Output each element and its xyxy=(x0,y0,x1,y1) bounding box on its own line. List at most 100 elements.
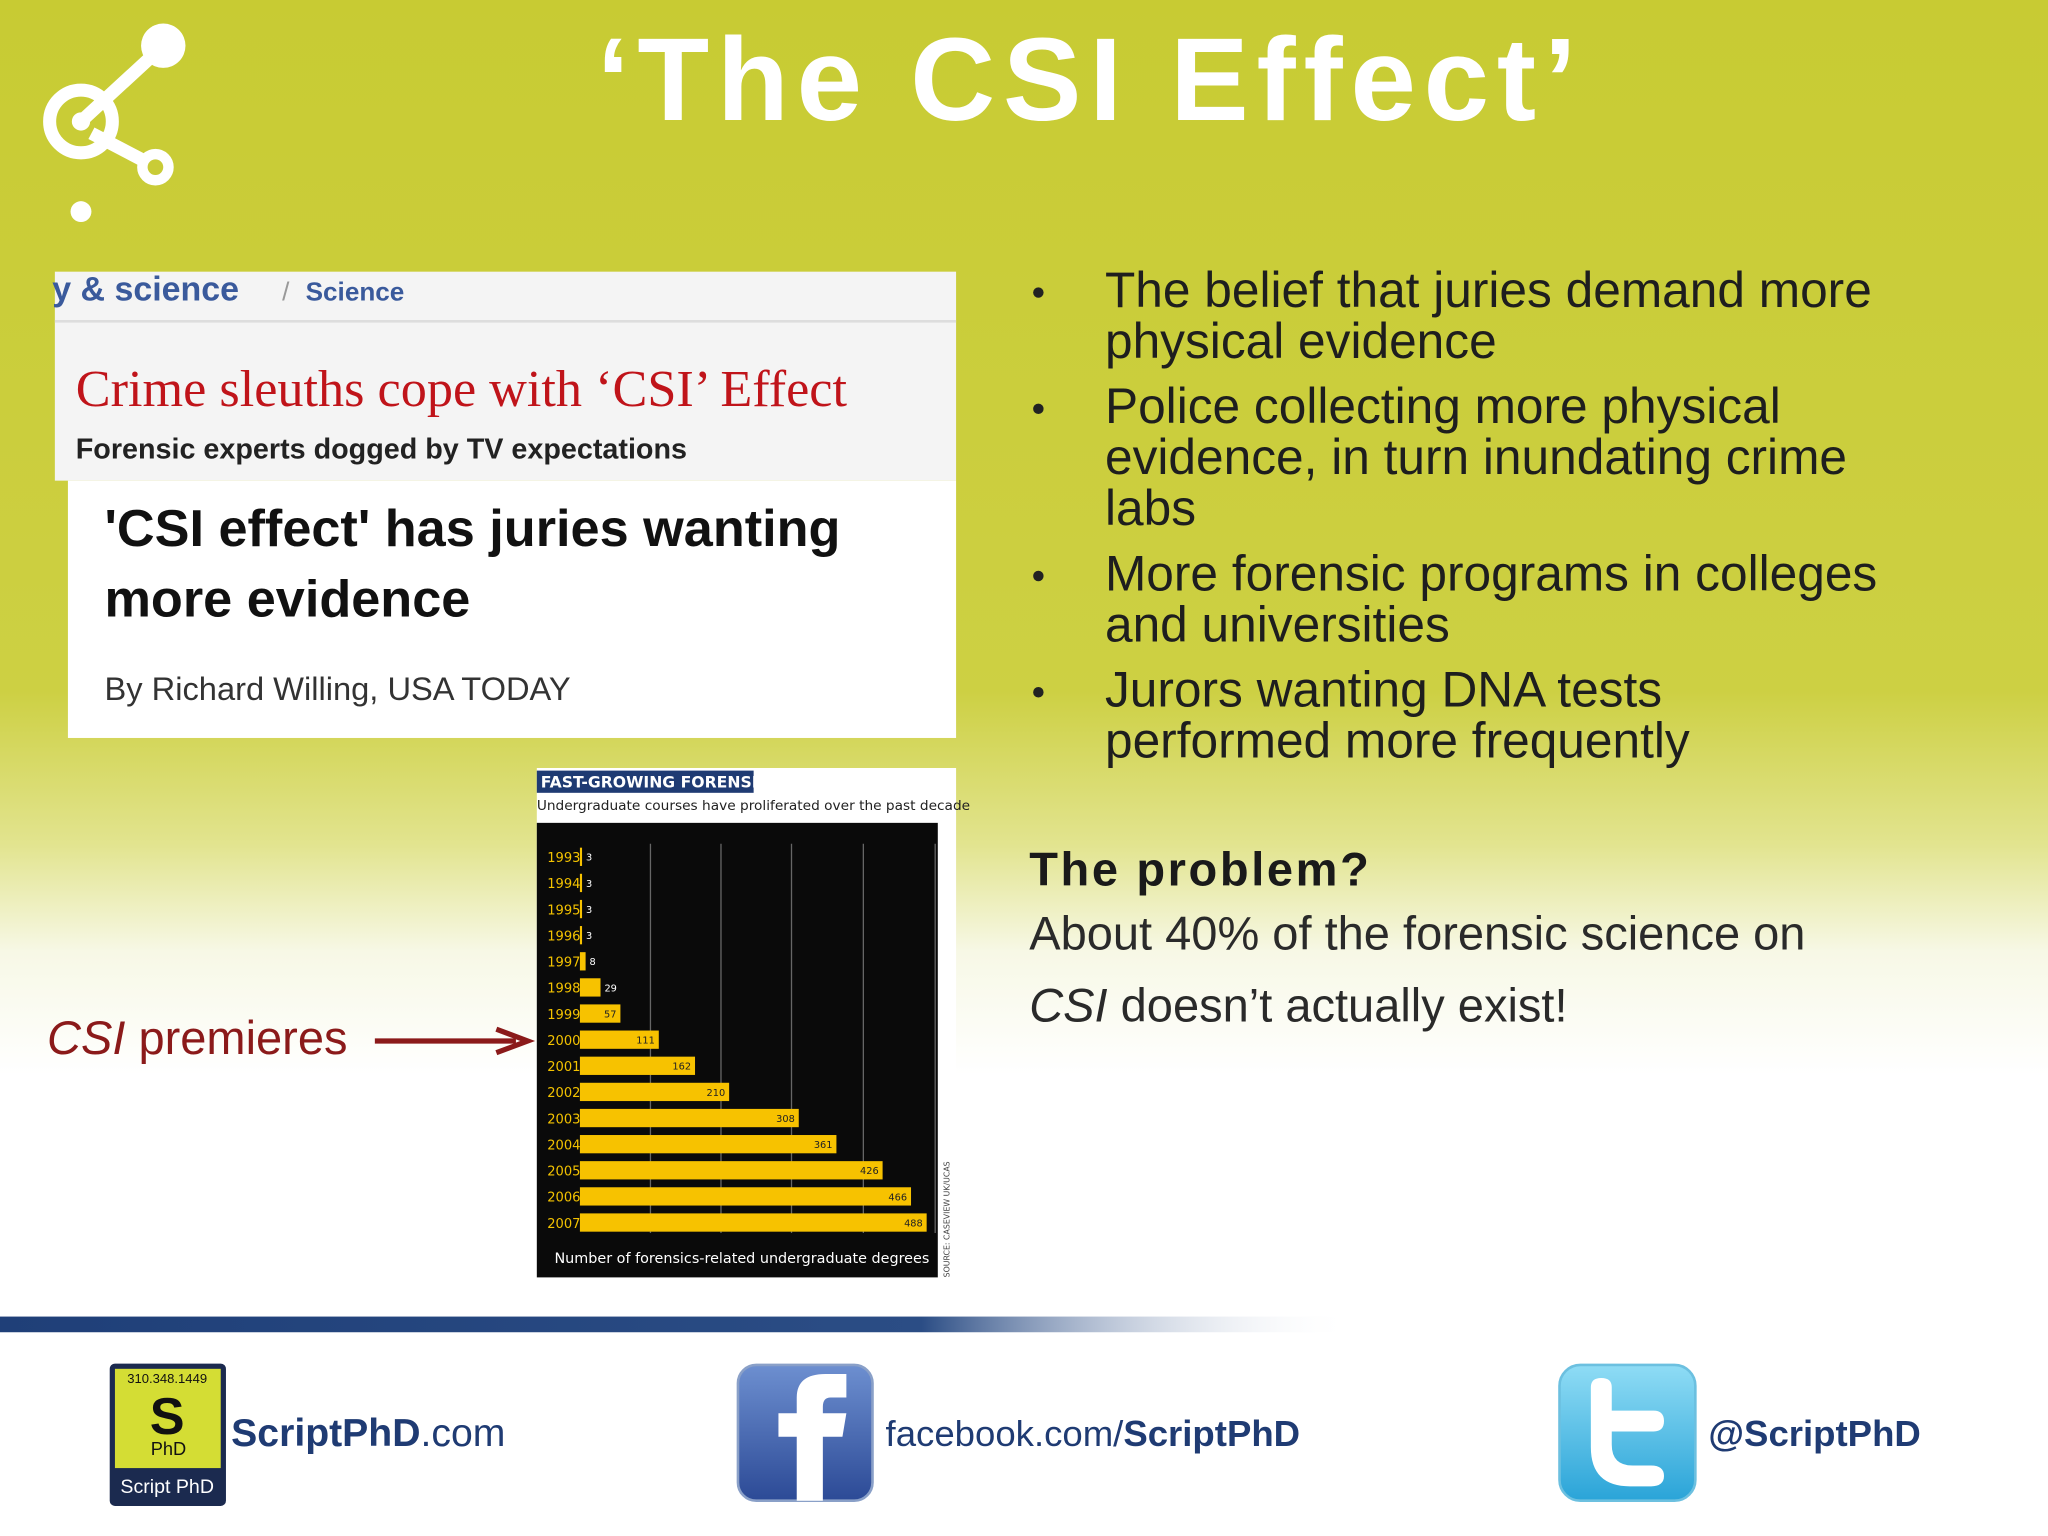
slide-title: ‘The CSI Effect’ xyxy=(597,14,1585,145)
chart-subtitle: Undergraduate courses have proliferated … xyxy=(537,798,970,814)
bar xyxy=(579,899,583,919)
x-axis-label: Number of forensics-related undergraduat… xyxy=(554,1251,929,1267)
y-tick-label: 2004 xyxy=(547,1138,580,1153)
scriptphd-logo: 310.348.1449 S PhD Script PhD xyxy=(109,1363,226,1506)
facebook-icon[interactable] xyxy=(736,1363,874,1503)
bar xyxy=(579,1213,927,1232)
facebook-rest[interactable]: facebook.com/ xyxy=(886,1413,1125,1454)
value-label: 488 xyxy=(904,1218,923,1229)
twitter-handle[interactable]: @ScriptPhD xyxy=(1708,1413,1920,1454)
problem-heading: The problem? xyxy=(1029,843,1371,896)
bullet-list: The belief that juries demand morephysic… xyxy=(1033,262,1877,769)
footer-bar xyxy=(0,1316,2048,1333)
byline: By Richard Willing, USA TODAY xyxy=(104,670,570,707)
value-label: 29 xyxy=(604,983,616,994)
website[interactable]: ScriptPhD.com xyxy=(231,1412,505,1455)
bullet-dot xyxy=(1033,403,1044,415)
bar xyxy=(579,1056,696,1075)
annotation-arrow xyxy=(374,1026,536,1056)
y-tick-label: 2003 xyxy=(547,1112,580,1127)
problem-italic: CSI xyxy=(1029,978,1107,1031)
bar xyxy=(579,1030,659,1049)
bar xyxy=(579,847,583,866)
y-tick-label: 2006 xyxy=(547,1191,580,1206)
logo-sub: PhD xyxy=(151,1438,187,1459)
annotation-italic: CSI xyxy=(47,1011,125,1064)
problem-text: CSI doesn’t actually exist! xyxy=(1029,978,1567,1031)
logo-icon xyxy=(43,23,186,223)
y-tick-label: 2002 xyxy=(547,1086,580,1101)
plot-area xyxy=(536,822,938,1278)
annotation-text: premieres xyxy=(125,1011,347,1064)
headline: Crime sleuths cope with ‘CSI’ Effect xyxy=(76,360,848,418)
annotation: CSI premieres xyxy=(47,1011,347,1064)
bullet-text: The belief that juries demand more xyxy=(1105,262,1872,318)
value-label: 162 xyxy=(672,1062,691,1073)
bar xyxy=(579,1187,912,1206)
y-tick-label: 1999 xyxy=(547,1008,580,1023)
bullet-text: labs xyxy=(1105,480,1196,536)
y-tick-label: 2000 xyxy=(547,1034,580,1049)
bar xyxy=(579,1161,883,1180)
bullet-text: performed more frequently xyxy=(1105,713,1690,769)
subsection: Science xyxy=(306,276,405,306)
bullet-dot xyxy=(1033,687,1044,698)
logo-letter: S xyxy=(150,1388,185,1446)
y-tick-label: 1997 xyxy=(547,956,580,971)
y-tick-label: 1995 xyxy=(547,903,580,918)
bullet-text: More forensic programs in colleges xyxy=(1105,545,1877,601)
bullet-dot xyxy=(1033,287,1044,298)
news-clipping: y & science / Science Crime sleuths cope… xyxy=(52,270,957,738)
y-tick-label: 2007 xyxy=(547,1217,580,1232)
chart-source: SOURCE: CASEVIEW UK/UCAS xyxy=(943,1161,952,1277)
bar xyxy=(579,1108,799,1128)
headline-line: more evidence xyxy=(104,570,470,628)
problem-text: About 40% of the forensic science on xyxy=(1029,907,1805,960)
clipping-top xyxy=(54,271,957,481)
twitter-icon[interactable] xyxy=(1558,1363,1697,1503)
y-tick-label: 1994 xyxy=(547,877,580,892)
chart-title: FAST-GROWING FORENSICS xyxy=(541,773,781,792)
value-label: 111 xyxy=(636,1036,655,1047)
bullet-text: and universities xyxy=(1105,596,1450,652)
value-label: 3 xyxy=(586,853,592,864)
value-label: 426 xyxy=(860,1166,879,1177)
bar xyxy=(579,952,586,971)
value-label: 57 xyxy=(604,1009,616,1020)
headline-line: 'CSI effect' has juries wanting xyxy=(104,500,840,558)
y-tick-label: 1996 xyxy=(547,929,580,944)
bar xyxy=(579,1082,730,1102)
bullet-text: physical evidence xyxy=(1105,313,1497,369)
logo-phone: 310.348.1449 xyxy=(127,1371,207,1386)
value-label: 3 xyxy=(586,931,592,942)
logo-name: Script PhD xyxy=(120,1476,214,1498)
value-label: 361 xyxy=(814,1140,833,1151)
bar xyxy=(579,926,583,945)
bullet-text: Jurors wanting DNA tests xyxy=(1105,662,1662,718)
separator: / xyxy=(282,276,290,306)
value-label: 3 xyxy=(586,905,592,916)
chart-title-bg xyxy=(536,770,754,793)
website-bold[interactable]: ScriptPhD xyxy=(231,1412,420,1455)
section: y & science xyxy=(52,270,239,308)
bar-chart: FAST-GROWING FORENSICS Undergraduate cou… xyxy=(536,768,970,1278)
value-label: 466 xyxy=(888,1192,907,1203)
problem-rest: doesn’t actually exist! xyxy=(1108,978,1568,1031)
facebook-link[interactable]: facebook.com/ScriptPhD xyxy=(886,1413,1301,1454)
website-rest[interactable]: .com xyxy=(421,1412,506,1455)
value-label: 308 xyxy=(776,1114,795,1125)
facebook-bold[interactable]: ScriptPhD xyxy=(1123,1413,1300,1454)
y-tick-label: 2005 xyxy=(547,1165,580,1180)
value-label: 210 xyxy=(707,1088,726,1099)
bar xyxy=(579,873,583,893)
bullet-text: evidence, in turn inundating crime xyxy=(1105,429,1847,485)
clipping-body xyxy=(67,480,957,738)
bullet-dot xyxy=(1033,570,1044,582)
bullet-text: Police collecting more physical xyxy=(1105,378,1781,434)
bar xyxy=(579,978,601,997)
value-label: 8 xyxy=(590,957,596,968)
subhead: Forensic experts dogged by TV expectatio… xyxy=(76,433,687,465)
y-tick-label: 1998 xyxy=(547,982,580,997)
